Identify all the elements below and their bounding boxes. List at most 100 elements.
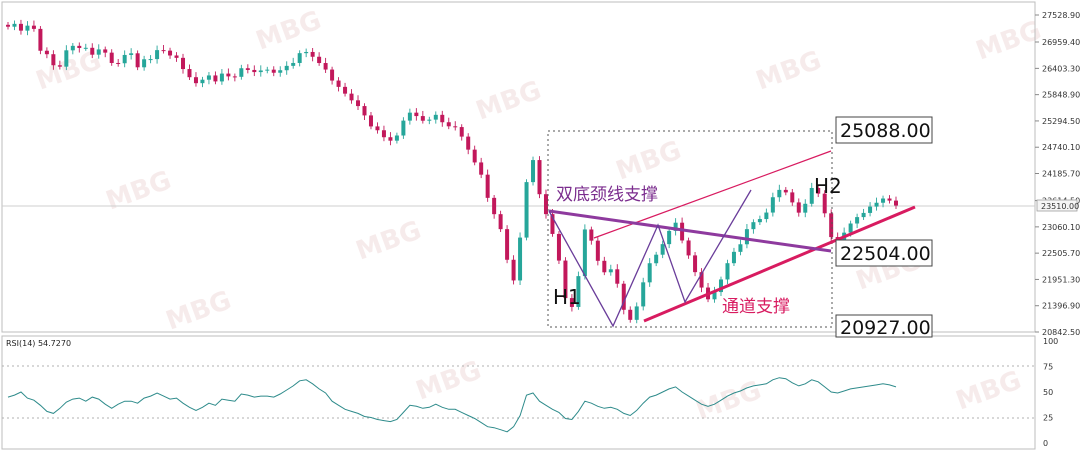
candle-bull: [433, 114, 438, 120]
channel-support-label: 通道支撑: [722, 297, 790, 317]
candle-bear: [446, 122, 451, 127]
candle-bear: [336, 80, 341, 87]
candle-bull: [239, 68, 244, 77]
candle-bull: [842, 232, 847, 245]
candle-bear: [109, 52, 114, 63]
price-axis-ticks: 27528.90 26959.40 26403.30 25848.90 25294.50…: [1035, 11, 1080, 337]
candle-bull: [297, 53, 302, 63]
candle-bear: [116, 62, 121, 64]
candle-bear: [181, 57, 186, 70]
watermark-logo: MBG: [612, 135, 685, 186]
candle-bull: [712, 292, 717, 300]
candle-bear: [232, 76, 237, 78]
candle-bear: [796, 202, 801, 213]
pattern-range-box: [547, 130, 833, 328]
watermark-logo: MBG: [692, 375, 765, 426]
candle-bear: [615, 269, 620, 284]
candle-bull: [868, 206, 873, 213]
candle-bull: [718, 279, 723, 293]
candle-bear: [479, 162, 484, 175]
neckline-support-label: 双底颈线支撑: [556, 185, 658, 205]
h2-label: H2: [814, 174, 842, 198]
candle-bear: [783, 189, 788, 193]
candle-bull: [848, 223, 853, 233]
watermark-logo: MBG: [972, 15, 1045, 66]
candle-bull: [641, 282, 646, 307]
candle-bear: [90, 47, 95, 55]
candle-bull: [401, 120, 406, 136]
candle-bear: [330, 69, 335, 81]
candle-bear: [816, 187, 821, 194]
candle-bear: [388, 137, 393, 141]
candle-bull: [777, 189, 782, 198]
price-tick-label: 27528.90: [1042, 11, 1080, 20]
price-tick-label: 20842.50: [1042, 328, 1080, 337]
candle-bull: [70, 45, 75, 51]
candle-bull: [64, 50, 69, 67]
candle-bull: [407, 112, 412, 121]
candle-bull: [278, 70, 283, 73]
candle-bear: [323, 63, 328, 70]
candle-bear: [375, 126, 380, 131]
candle-bear: [6, 24, 10, 27]
candle-bull: [725, 263, 730, 280]
candle-bear: [174, 55, 179, 58]
last-price-box: [1036, 199, 1078, 212]
candle-bear: [459, 127, 464, 137]
candle-bull: [200, 79, 205, 84]
candle-bull: [291, 62, 296, 66]
candle-bull: [394, 135, 399, 141]
candle-bear: [589, 229, 594, 241]
price-tick-label: 25848.90: [1042, 91, 1080, 100]
watermark-logo: MBG: [252, 5, 325, 56]
candle-bull: [667, 230, 672, 245]
candle-bull: [874, 202, 879, 207]
candle-bull: [582, 229, 587, 277]
candle-bull: [809, 187, 814, 204]
watermark-logo: MBG: [32, 45, 105, 96]
candle-bear: [271, 69, 276, 73]
rsi-tick-label: 0: [1043, 439, 1048, 448]
candle-bear: [485, 174, 490, 198]
watermark-logo: MBG: [952, 365, 1025, 416]
candle-bear: [187, 69, 192, 78]
candle-bear: [226, 73, 231, 77]
candle-bear: [498, 214, 503, 230]
watermark-logo: MBG: [352, 215, 425, 266]
watermark-logo: MBG: [102, 165, 175, 216]
candlestick-series: [6, 19, 898, 324]
price-tick-label: 21396.90: [1042, 302, 1080, 311]
candle-bull: [757, 219, 762, 223]
candle-bull: [284, 65, 289, 71]
rsi-axis-ticks: 100 75 50 25 0: [1043, 337, 1058, 448]
candle-bear: [245, 68, 250, 70]
candle-bull: [744, 229, 749, 245]
level-label-20927: 20927.00: [840, 317, 931, 339]
candle-bear: [511, 259, 516, 281]
candle-bear: [492, 197, 497, 215]
candle-bull: [427, 119, 432, 121]
candle-bull: [738, 244, 743, 252]
candle-bear: [602, 260, 607, 273]
candle-bear: [543, 194, 548, 215]
watermark-logo: MBG: [752, 45, 825, 96]
candle-bear: [310, 51, 315, 57]
candle-bull: [265, 69, 270, 71]
candle-bear: [414, 112, 419, 117]
rsi-tick-label: 25: [1043, 414, 1053, 423]
candle-bull: [219, 73, 224, 82]
price-tick-label: 22505.70: [1042, 249, 1080, 258]
candle-bear: [31, 25, 36, 29]
rsi-tick-label: 100: [1043, 337, 1058, 346]
candle-bear: [103, 49, 108, 53]
candle-bear: [894, 200, 898, 206]
candle-bear: [472, 149, 477, 163]
candle-bear: [822, 193, 827, 214]
level-box-20927: [835, 314, 933, 338]
candle-bear: [362, 106, 367, 116]
level-label-25088: 25088.00: [840, 120, 931, 142]
candle-bear: [621, 283, 626, 310]
candle-bull: [25, 25, 30, 31]
price-tick-label: 25294.50: [1042, 117, 1080, 126]
